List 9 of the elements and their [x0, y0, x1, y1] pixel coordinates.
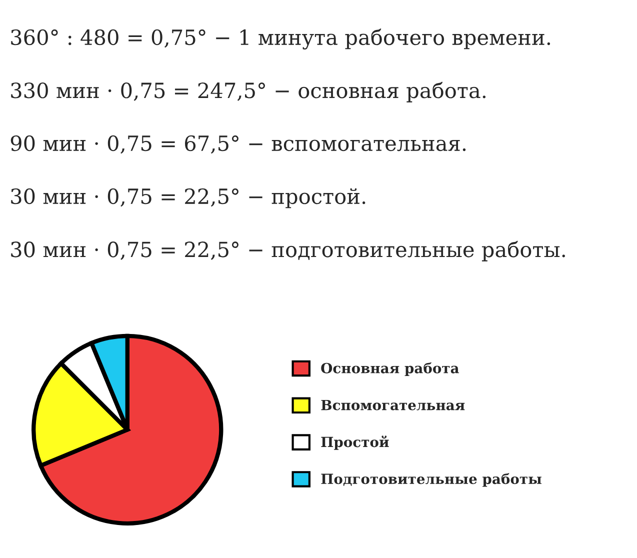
text: 90 мин · 0,75 = 67,5° − вспомогательная.	[10, 135, 466, 154]
text: 30 мин · 0,75 = 22,5° − простой.	[11, 188, 366, 208]
legend-label: Основная работа	[321, 362, 459, 376]
text: 30 мин · 0,75 = 22,5° − подготовительные работы.	[11, 240, 565, 262]
legend-label: Вспомогательная	[321, 400, 465, 410]
text: 360° : 480 = 0,75° − 1 минута рабочего времени.	[11, 28, 550, 50]
text: 330 мин · 0,75 = 247,5° − основная работа.	[11, 82, 486, 102]
legend-label: Подготовительные работы	[321, 473, 542, 487]
legend-label: Простой	[321, 436, 389, 450]
